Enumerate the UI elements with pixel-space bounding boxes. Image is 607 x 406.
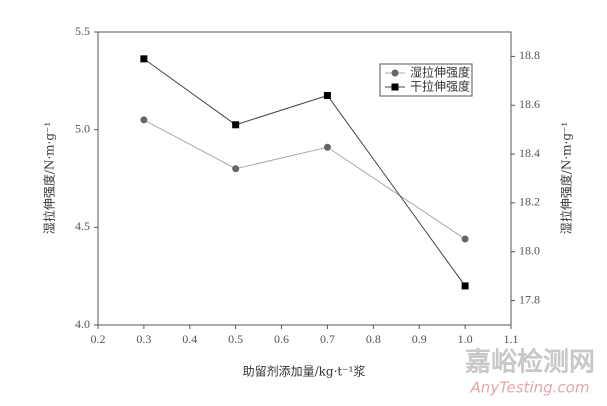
x-tick-label: 0.5 bbox=[228, 332, 243, 346]
y-axis-label: 湿拉伸强度/N·m·g⁻¹ bbox=[42, 122, 57, 234]
x-tick-label: 0.4 bbox=[182, 332, 197, 346]
data-point bbox=[232, 121, 240, 129]
x-tick-label: 0.6 bbox=[274, 332, 289, 346]
x-tick-label: 1.0 bbox=[458, 332, 473, 346]
x-tick-label: 0.2 bbox=[91, 332, 106, 346]
x-tick-label: 0.8 bbox=[366, 332, 381, 346]
series-line bbox=[143, 58, 466, 287]
watermark: AnyTesting.com bbox=[470, 379, 590, 397]
series-line bbox=[143, 119, 466, 240]
legend-label: 干拉伸强度 bbox=[410, 79, 470, 94]
legend-label: 湿拉伸强度 bbox=[410, 65, 470, 80]
y-tick-label: 5.0 bbox=[75, 121, 90, 135]
data-point bbox=[232, 165, 240, 173]
y-tick-label: 4.0 bbox=[75, 317, 90, 331]
y-tick-label: 5.5 bbox=[75, 24, 90, 38]
y2-tick-label: 18.8 bbox=[519, 48, 540, 62]
y2-tick-label: 18.2 bbox=[519, 195, 540, 209]
watermark: 嘉峪检测网 bbox=[465, 347, 595, 378]
legend-marker bbox=[391, 83, 399, 91]
y2-tick-label: 18.4 bbox=[519, 146, 540, 160]
data-point bbox=[323, 143, 331, 151]
x-tick-label: 0.9 bbox=[412, 332, 427, 346]
y2-tick-label: 17.8 bbox=[519, 292, 540, 306]
x-axis-label: 助留剂添加量/kg·t⁻¹浆 bbox=[243, 364, 366, 379]
legend-box bbox=[379, 63, 473, 97]
data-point bbox=[140, 116, 148, 124]
data-point bbox=[461, 282, 469, 290]
y-tick-label: 4.5 bbox=[75, 219, 90, 233]
y2-axis-label: 湿拉伸强度/N·m·g⁻¹ bbox=[559, 122, 574, 234]
data-point bbox=[140, 55, 148, 63]
legend-marker bbox=[391, 69, 399, 77]
data-point bbox=[323, 91, 331, 99]
x-tick-label: 1.1 bbox=[504, 332, 519, 346]
data-point bbox=[461, 235, 469, 243]
x-tick-label: 0.3 bbox=[136, 332, 151, 346]
plot-frame bbox=[97, 31, 512, 326]
x-tick-label: 0.7 bbox=[320, 332, 335, 346]
y2-tick-label: 18.0 bbox=[519, 244, 540, 258]
y2-tick-label: 18.6 bbox=[519, 97, 540, 111]
